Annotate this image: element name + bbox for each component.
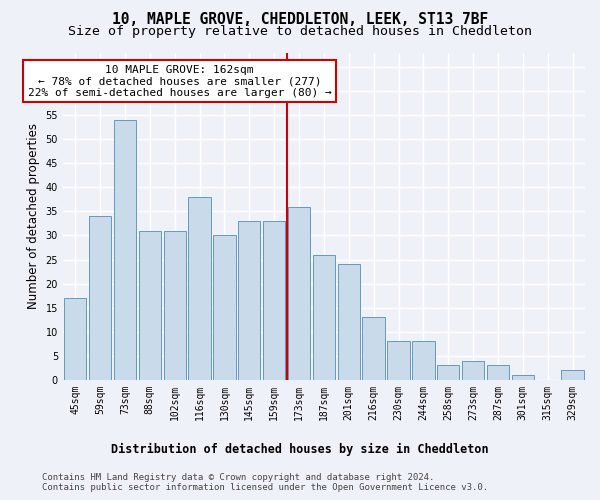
- Bar: [139, 230, 161, 380]
- Text: Contains HM Land Registry data © Crown copyright and database right 2024.
Contai: Contains HM Land Registry data © Crown c…: [42, 472, 488, 492]
- Bar: [288, 206, 310, 380]
- Bar: [562, 370, 584, 380]
- Text: 10 MAPLE GROVE: 162sqm
← 78% of detached houses are smaller (277)
22% of semi-de: 10 MAPLE GROVE: 162sqm ← 78% of detached…: [28, 64, 332, 98]
- Bar: [89, 216, 111, 380]
- Bar: [412, 342, 434, 380]
- Bar: [213, 236, 236, 380]
- Bar: [462, 360, 484, 380]
- Bar: [313, 254, 335, 380]
- Y-axis label: Number of detached properties: Number of detached properties: [27, 123, 40, 309]
- Bar: [512, 375, 534, 380]
- Bar: [188, 197, 211, 380]
- Bar: [263, 221, 286, 380]
- Bar: [64, 298, 86, 380]
- Text: Size of property relative to detached houses in Cheddleton: Size of property relative to detached ho…: [68, 25, 532, 38]
- Bar: [238, 221, 260, 380]
- Bar: [114, 120, 136, 380]
- Text: 10, MAPLE GROVE, CHEDDLETON, LEEK, ST13 7BF: 10, MAPLE GROVE, CHEDDLETON, LEEK, ST13 …: [112, 12, 488, 28]
- Bar: [437, 366, 460, 380]
- Bar: [388, 342, 410, 380]
- Bar: [338, 264, 360, 380]
- Bar: [164, 230, 186, 380]
- Text: Distribution of detached houses by size in Cheddleton: Distribution of detached houses by size …: [111, 442, 489, 456]
- Bar: [362, 318, 385, 380]
- Bar: [487, 366, 509, 380]
